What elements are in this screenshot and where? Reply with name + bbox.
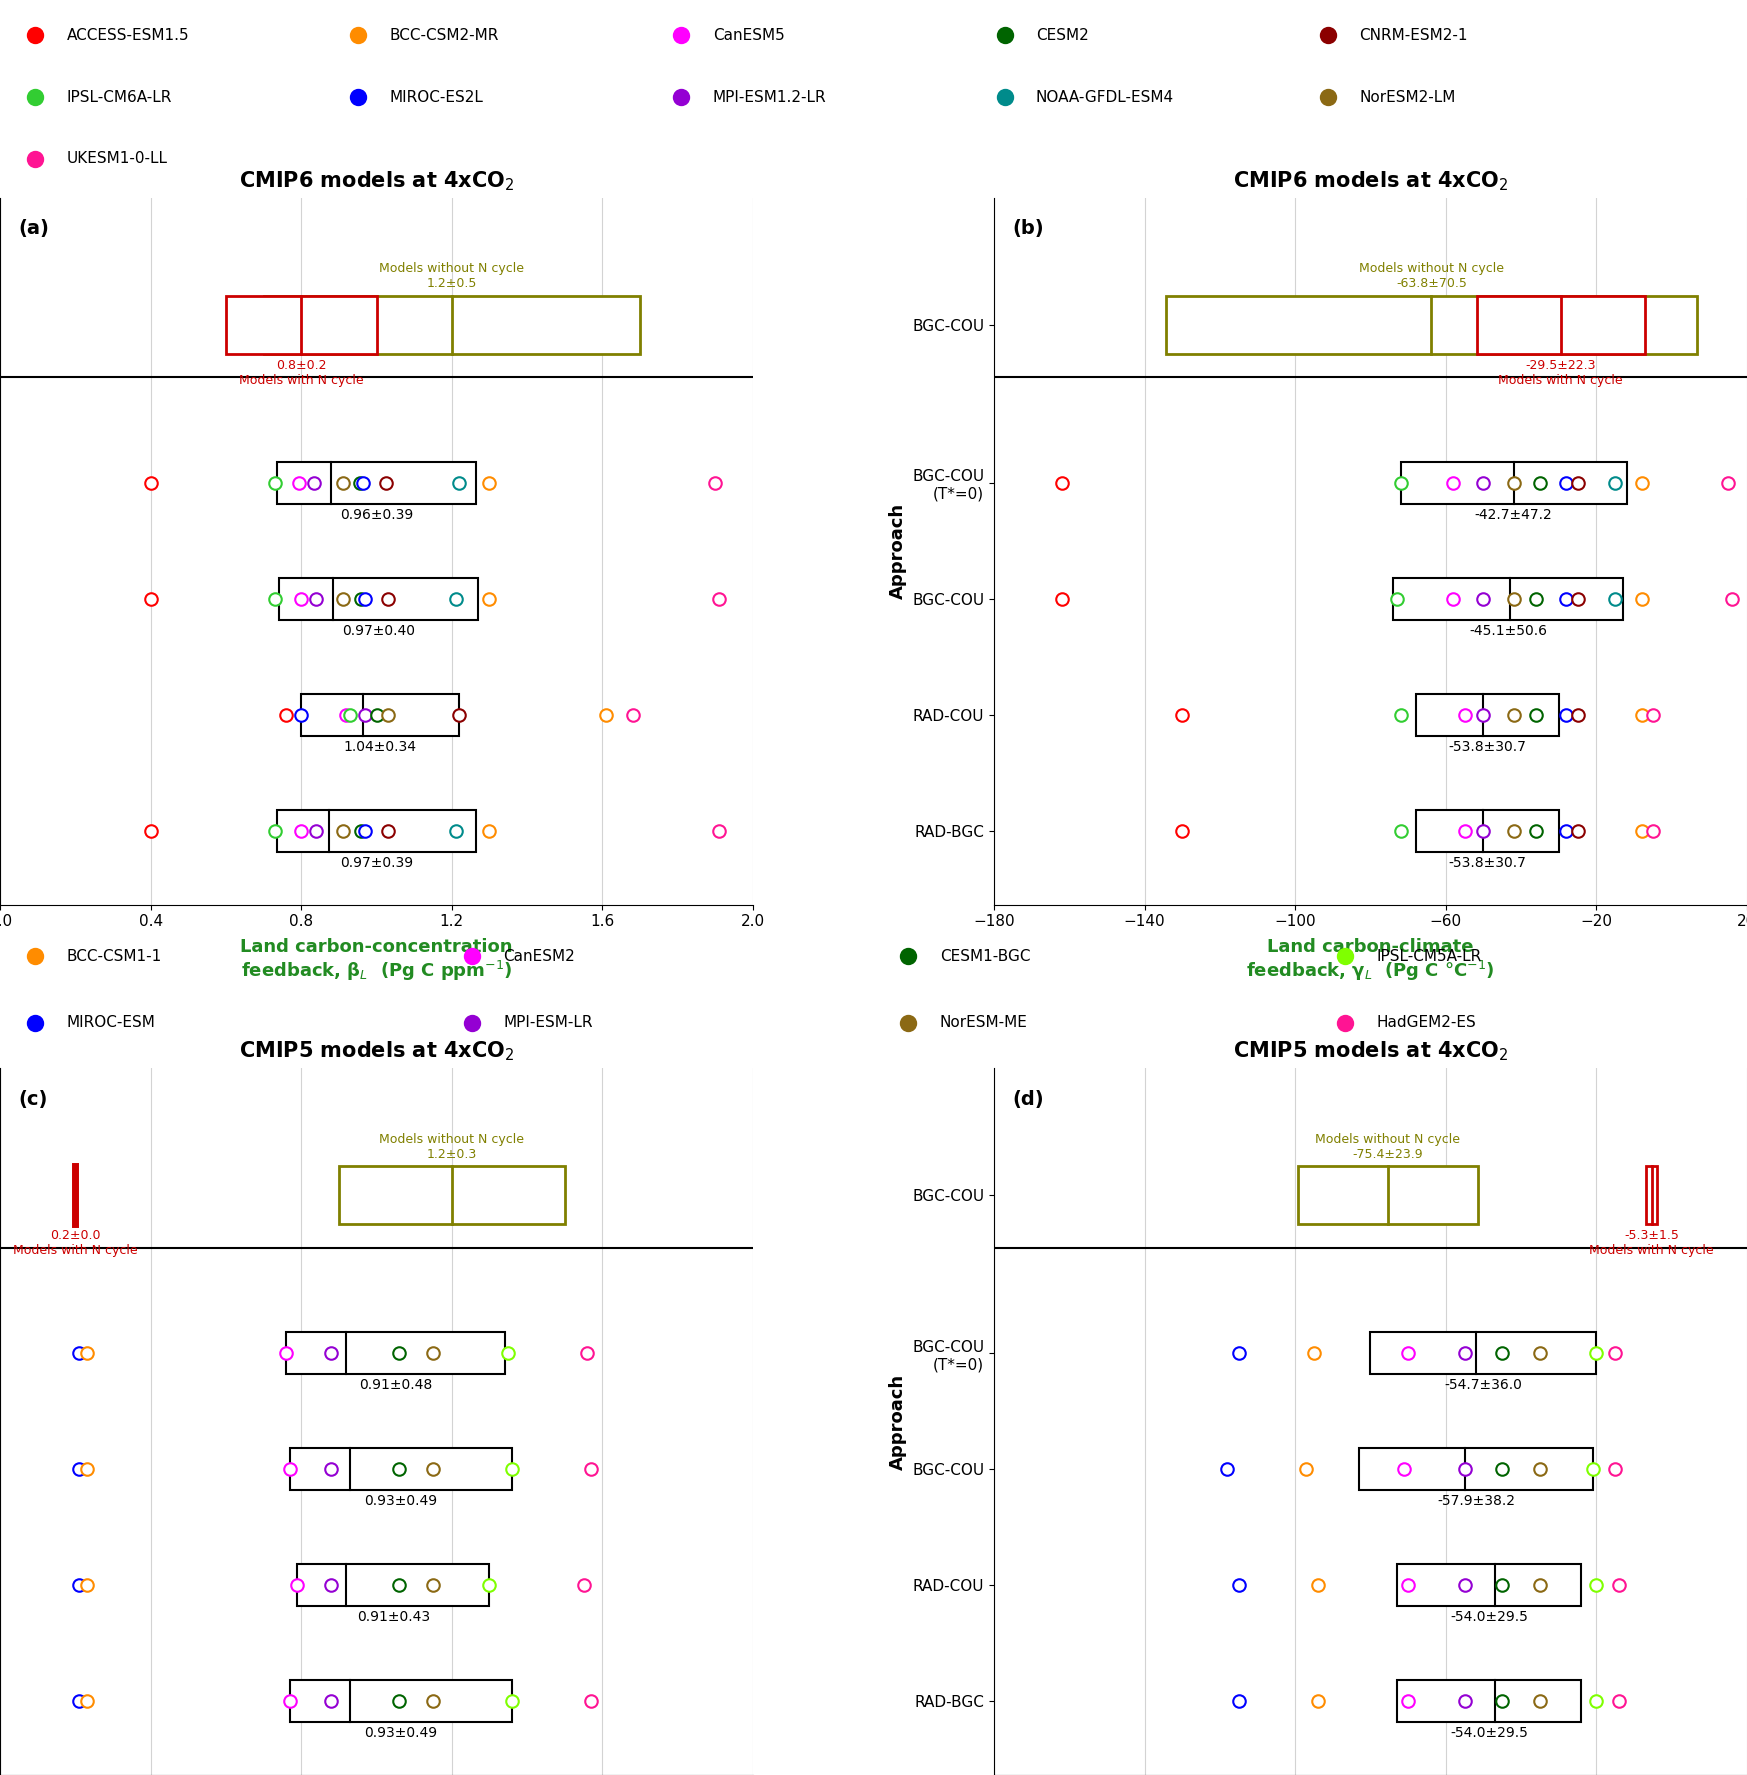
Text: -54.0±29.5: -54.0±29.5 (1450, 1727, 1529, 1741)
Bar (297, 1564, 489, 1606)
Text: -53.8±30.7: -53.8±30.7 (1448, 740, 1527, 754)
Text: (d): (d) (1013, 1090, 1045, 1109)
Text: NorESM-ME: NorESM-ME (940, 1015, 1027, 1030)
Text: ACCESS-ESM1.5: ACCESS-ESM1.5 (66, 28, 189, 43)
Text: Models without N cycle
1.2±0.5: Models without N cycle 1.2±0.5 (379, 263, 524, 291)
Text: IPSL-CM5A-LR: IPSL-CM5A-LR (1377, 950, 1481, 964)
Text: CESM2: CESM2 (1036, 28, 1088, 43)
X-axis label: Land carbon-climate
feedback, γ$_L$  (Pg C °C$^{-1}$): Land carbon-climate feedback, γ$_L$ (Pg … (1246, 937, 1495, 983)
Text: 0.91±0.48: 0.91±0.48 (358, 1379, 432, 1392)
Bar (276, 462, 477, 504)
Text: (b): (b) (1013, 220, 1045, 238)
Text: 0.8±0.2
Models with N cycle: 0.8±0.2 Models with N cycle (239, 359, 363, 387)
Text: -54.0±29.5: -54.0±29.5 (1450, 1610, 1529, 1624)
Text: Models without N cycle
-63.8±70.5: Models without N cycle -63.8±70.5 (1359, 263, 1504, 291)
Text: 0.2±0.0
Models with N cycle: 0.2±0.0 Models with N cycle (12, 1230, 138, 1257)
Text: Models without N cycle
-75.4±23.9: Models without N cycle -75.4±23.9 (1315, 1132, 1460, 1161)
Text: CanESM5: CanESM5 (713, 28, 784, 43)
Text: -54.7±36.0: -54.7±36.0 (1445, 1379, 1522, 1392)
X-axis label: Land carbon-concentration
feedback, β$_L$  (Pg C ppm$^{-1}$): Land carbon-concentration feedback, β$_L… (241, 937, 514, 983)
Text: 0.96±0.39: 0.96±0.39 (341, 508, 412, 522)
Text: IPSL-CM6A-LR: IPSL-CM6A-LR (66, 91, 171, 105)
Text: -42.7±47.2: -42.7±47.2 (1474, 508, 1553, 522)
Title: CMIP6 models at 4xCO$_2$: CMIP6 models at 4xCO$_2$ (1233, 169, 1508, 192)
Bar (276, 809, 477, 852)
Text: CNRM-ESM2-1: CNRM-ESM2-1 (1359, 28, 1467, 43)
Text: MIROC-ESM: MIROC-ESM (66, 1015, 155, 1030)
Text: BCC-CSM1-1: BCC-CSM1-1 (66, 950, 162, 964)
Text: (a): (a) (19, 220, 49, 238)
Bar (1392, 577, 1623, 619)
Bar (1415, 809, 1558, 852)
Text: 0.93±0.49: 0.93±0.49 (365, 1495, 437, 1509)
Text: -53.8±30.7: -53.8±30.7 (1448, 856, 1527, 870)
Text: HadGEM2-ES: HadGEM2-ES (1377, 1015, 1476, 1030)
Text: NOAA-GFDL-ESM4: NOAA-GFDL-ESM4 (1036, 91, 1174, 105)
Text: BCC-CSM2-MR: BCC-CSM2-MR (390, 28, 500, 43)
Text: -29.5±22.3
Models with N cycle: -29.5±22.3 Models with N cycle (1499, 359, 1623, 387)
Bar (339, 1166, 564, 1225)
Text: CESM1-BGC: CESM1-BGC (940, 950, 1031, 964)
Bar (1359, 1448, 1593, 1491)
Text: NorESM2-LM: NorESM2-LM (1359, 91, 1455, 105)
Text: CanESM2: CanESM2 (503, 950, 575, 964)
Text: -45.1±50.6: -45.1±50.6 (1469, 625, 1546, 639)
Text: 1.04±0.34: 1.04±0.34 (344, 740, 418, 754)
Text: 0.97±0.40: 0.97±0.40 (342, 625, 414, 639)
Bar (1476, 296, 1644, 353)
Title: CMIP5 models at 4xCO$_2$: CMIP5 models at 4xCO$_2$ (239, 1038, 514, 1063)
Y-axis label: Approach: Approach (889, 504, 907, 600)
Text: -57.9±38.2: -57.9±38.2 (1438, 1495, 1515, 1509)
Text: MIROC-ES2L: MIROC-ES2L (390, 91, 484, 105)
Bar (1415, 694, 1558, 737)
Text: 0.93±0.49: 0.93±0.49 (365, 1727, 437, 1741)
Bar (287, 1331, 505, 1374)
Title: CMIP5 models at 4xCO$_2$: CMIP5 models at 4xCO$_2$ (1233, 1038, 1508, 1063)
Bar (1398, 1681, 1581, 1722)
Text: 0.97±0.39: 0.97±0.39 (341, 856, 412, 870)
Bar (1165, 296, 1696, 353)
Y-axis label: Approach: Approach (889, 1374, 907, 1470)
Bar (1646, 1166, 1658, 1225)
Title: CMIP6 models at 4xCO$_2$: CMIP6 models at 4xCO$_2$ (239, 169, 514, 192)
Bar (290, 1681, 512, 1722)
Bar (290, 1448, 512, 1491)
Bar (1298, 1166, 1478, 1225)
Bar (300, 694, 459, 737)
Bar (264, 296, 639, 353)
Text: Models without N cycle
1.2±0.3: Models without N cycle 1.2±0.3 (379, 1132, 524, 1161)
Bar (1398, 1564, 1581, 1606)
Text: UKESM1-0-LL: UKESM1-0-LL (66, 151, 168, 167)
Text: (c): (c) (19, 1090, 49, 1109)
Bar (278, 577, 479, 619)
Bar (1401, 462, 1626, 504)
Text: 0.91±0.43: 0.91±0.43 (356, 1610, 430, 1624)
Text: -5.3±1.5
Models with N cycle: -5.3±1.5 Models with N cycle (1590, 1230, 1714, 1257)
Text: MPI-ESM-LR: MPI-ESM-LR (503, 1015, 592, 1030)
Bar (225, 296, 377, 353)
Text: MPI-ESM1.2-LR: MPI-ESM1.2-LR (713, 91, 826, 105)
Bar (1370, 1331, 1597, 1374)
